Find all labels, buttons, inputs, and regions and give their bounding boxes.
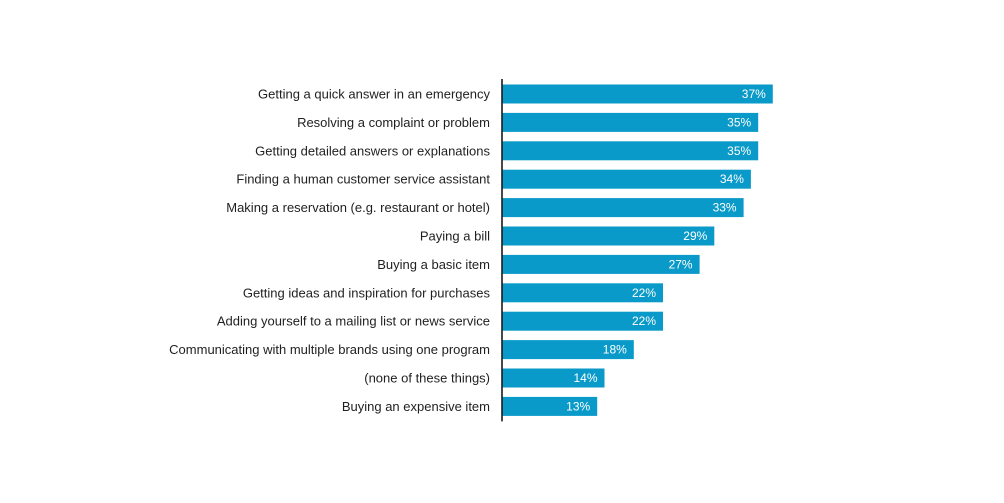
- bar: [502, 141, 759, 161]
- value-label: 29%: [683, 229, 707, 243]
- value-label: 14%: [573, 371, 597, 385]
- category-label: (none of these things): [364, 371, 490, 386]
- bar: [502, 112, 759, 132]
- category-label: Getting ideas and inspiration for purcha…: [243, 285, 491, 300]
- category-label: Making a reservation (e.g. restaurant or…: [226, 200, 490, 215]
- category-label: Adding yourself to a mailing list or new…: [217, 314, 490, 329]
- value-label: 33%: [713, 201, 737, 215]
- category-label: Buying a basic item: [377, 257, 490, 272]
- bar: [502, 254, 700, 274]
- value-label: 34%: [720, 172, 744, 186]
- bars-layer: [502, 84, 773, 416]
- bar: [502, 396, 598, 416]
- value-labels-layer: 37% 35% 35% 34% 33% 29% 27% 22% 22% 18% 14% 13%: [566, 87, 766, 413]
- category-labels-layer: Getting a quick answer in an emergency Re…: [169, 87, 490, 414]
- value-label: 35%: [727, 144, 751, 158]
- value-label: 22%: [632, 286, 656, 300]
- value-label: 35%: [727, 115, 751, 129]
- bar: [502, 169, 751, 189]
- value-label: 22%: [632, 314, 656, 328]
- bar: [502, 198, 744, 218]
- category-label: Buying an expensive item: [342, 399, 490, 414]
- bar: [502, 311, 663, 331]
- category-label: Communicating with multiple brands using…: [169, 342, 490, 357]
- bar: [502, 84, 773, 104]
- category-label: Finding a human customer service assista…: [236, 172, 490, 187]
- category-label: Getting detailed answers or explanations: [255, 143, 490, 158]
- value-label: 27%: [669, 257, 693, 271]
- category-label: Paying a bill: [420, 229, 490, 244]
- category-label: Getting a quick answer in an emergency: [258, 87, 490, 102]
- value-label: 13%: [566, 399, 590, 413]
- bar: [502, 283, 663, 303]
- bar: [502, 368, 605, 388]
- value-label: 18%: [603, 343, 627, 357]
- bar: [502, 340, 634, 360]
- bar: [502, 226, 715, 246]
- value-label: 37%: [742, 87, 766, 101]
- category-label: Resolving a complaint or problem: [297, 115, 490, 130]
